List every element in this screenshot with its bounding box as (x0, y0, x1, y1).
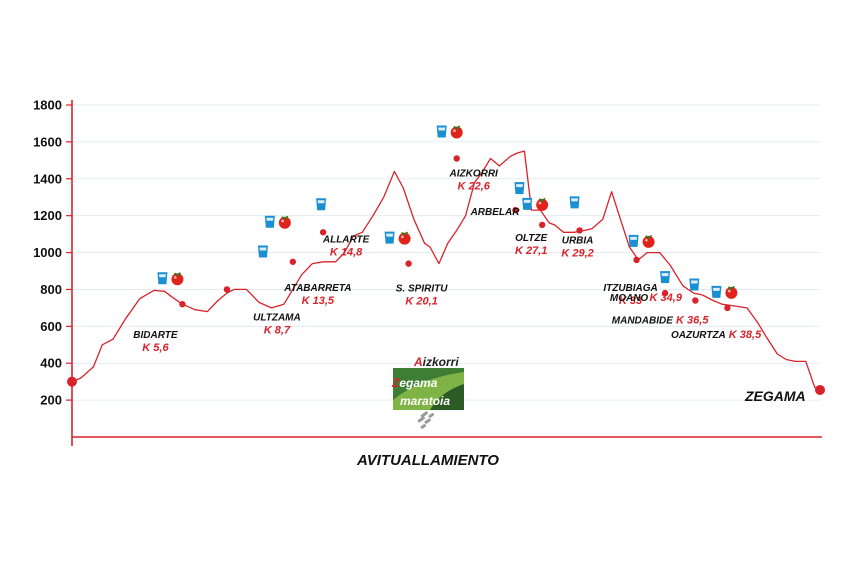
aid-station-name: ULTZAMA (253, 312, 301, 323)
aid-station-dot (223, 286, 231, 293)
y-axis-ticks: 200 400 600 800 1000 1200 1400 1600 1800 (33, 98, 72, 408)
aid-station-name: AIZKORRI (449, 168, 499, 179)
aid-station-name: OAZURTZA (671, 330, 726, 341)
logo-text-maratoia: maratoia (400, 394, 450, 408)
svg-text:Aizkorri: Aizkorri (413, 355, 459, 369)
aid-station-km: K 22,6 (457, 180, 490, 192)
aid-station-dot (319, 229, 327, 236)
grid-lines (72, 104, 820, 401)
y-tick-label: 400 (40, 356, 62, 371)
y-tick-label: 800 (40, 282, 62, 297)
water-glass-icon (257, 245, 268, 258)
tomato-icon (171, 272, 184, 286)
y-tick-label: 1400 (33, 171, 62, 186)
aid-station-name: ARBELAR (470, 207, 521, 218)
y-tick-label: 1000 (33, 245, 62, 260)
svg-text:Zegama: Zegama (391, 376, 438, 390)
aid-station-name: BIDARTE (133, 330, 178, 341)
aid-station-name: ATABARRETA (283, 283, 351, 294)
aid-station-dot (453, 155, 460, 162)
aid-station-km: K 13,5 (302, 295, 335, 307)
aid-station-km: K 20,1 (405, 296, 437, 308)
aid-station-dot (692, 297, 699, 304)
water-glass-icon (514, 182, 525, 195)
aid-station-km: K 14,8 (330, 246, 363, 258)
aid-station-dot (724, 304, 731, 312)
finish-label: ZEGAMA (744, 388, 806, 404)
logo-initial-a: A (413, 355, 423, 369)
aid-station-dot (405, 260, 412, 267)
water-glass-icon (264, 215, 275, 228)
aid-station: ARBELAR (470, 182, 525, 218)
aid-station-km: K 33 (619, 295, 642, 307)
aid-station-dot (179, 301, 186, 308)
aid-station: MANDABIDE K 36,5 (612, 278, 709, 327)
water-glass-icon (157, 272, 168, 285)
logo-initial-z: Z (391, 376, 400, 390)
aid-station: OAZURTZA K 38,5 (671, 285, 762, 341)
aid-station-name: MOANO (610, 293, 649, 304)
tomato-icon (278, 215, 291, 229)
tomato-icon (398, 231, 411, 245)
tomato-icon (642, 234, 655, 248)
aid-station: MOANO K 34,9 (610, 271, 683, 304)
aid-station-km: K 34,9 (650, 292, 683, 304)
x-axis-label: AVITUALLAMIENTO (356, 452, 499, 469)
finish-marker (815, 384, 825, 395)
tomato-icon (536, 197, 549, 211)
y-tick-label: 200 (40, 393, 62, 408)
water-glass-icon (522, 197, 533, 210)
aid-station-km: K 5,6 (142, 342, 169, 354)
aid-station-dot (289, 258, 297, 265)
water-glass-icon (628, 234, 639, 247)
y-tick-label: 1800 (33, 98, 62, 113)
water-glass-icon (316, 198, 327, 211)
aid-station-km: K 8,7 (264, 324, 291, 336)
aid-station-dot (538, 221, 546, 229)
elevation-line (71, 150, 821, 392)
y-tick-label: 600 (40, 319, 62, 334)
aid-station-name: URBIA (562, 235, 594, 246)
aid-station-dot (661, 289, 669, 297)
aid-station-dot (512, 206, 519, 214)
tomato-icon (725, 285, 738, 299)
aid-station-name: ALLARTE (322, 234, 370, 245)
water-glass-icon (660, 271, 671, 284)
aid-station-name: MANDABIDE (612, 316, 673, 327)
shoe-print-icon (417, 411, 435, 429)
aid-station-dot (633, 256, 640, 264)
y-tick-label: 1200 (33, 208, 62, 223)
water-glass-icon (384, 231, 395, 244)
aid-station-km: K 36,5 (676, 315, 709, 327)
aid-station-km: K 29,2 (561, 247, 593, 259)
logo-text-izkorri: izkorri (423, 355, 460, 369)
logo-text-egama: egama (399, 376, 437, 390)
aid-station-dot (576, 227, 583, 234)
tomato-icon (450, 125, 463, 139)
aid-station-name: OLTZE (515, 233, 547, 244)
start-marker (67, 376, 77, 387)
zegama-maratoia-logo: Aizkorri Zegama maratoia (391, 355, 464, 429)
aid-station-km: K 27,1 (515, 245, 547, 257)
water-glass-icon (436, 125, 447, 138)
water-glass-icon (689, 278, 700, 291)
aid-station-km: K 38,5 (729, 329, 762, 341)
aid-station-name: S. SPIRITU (396, 284, 448, 295)
aid-station-name: ITZUBIAGA (603, 283, 657, 294)
water-glass-icon (569, 196, 580, 209)
water-glass-icon (711, 285, 722, 298)
y-tick-label: 1600 (33, 134, 62, 149)
